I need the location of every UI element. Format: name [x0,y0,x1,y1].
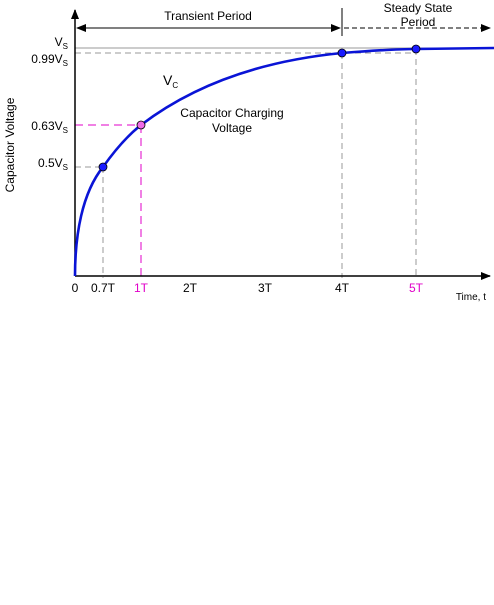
vc-charging-curve [73,46,494,277]
xtick-2t: 2T [183,281,198,295]
point-4t [337,48,347,58]
ytick-099vs: 0.99VS [31,52,68,68]
caption-line-1: Capacitor Charging [180,106,283,120]
transient-period-label: Transient Period [164,9,252,23]
ytick-05vs: 0.5VS [38,156,68,172]
point-1t [136,120,146,130]
xtick-0: 0 [72,281,79,295]
curve-points [98,44,421,172]
xtick-5t: 5T [409,281,424,295]
xtick-4t: 4T [335,281,350,295]
curve-name: VC [163,72,178,90]
x-axis-title: Time, t [456,292,486,303]
xtick-1t: 1T [134,281,149,295]
caption-line-2: Voltage [212,121,252,135]
curve-name-main: V [163,72,173,88]
xtick-07t: 0.7T [91,281,116,295]
xtick-3t: 3T [258,281,273,295]
curve-name-sub: C [172,81,178,90]
point-5t [411,44,421,54]
y-axis-title: Capacitor Voltage [3,97,17,192]
ytick-063vs: 0.63VS [31,119,68,135]
ytick-vs: VS [55,35,68,51]
point-07t [98,162,108,172]
steady-state-label-1: Steady State [384,1,453,15]
steady-state-label-2: Period [401,15,436,29]
